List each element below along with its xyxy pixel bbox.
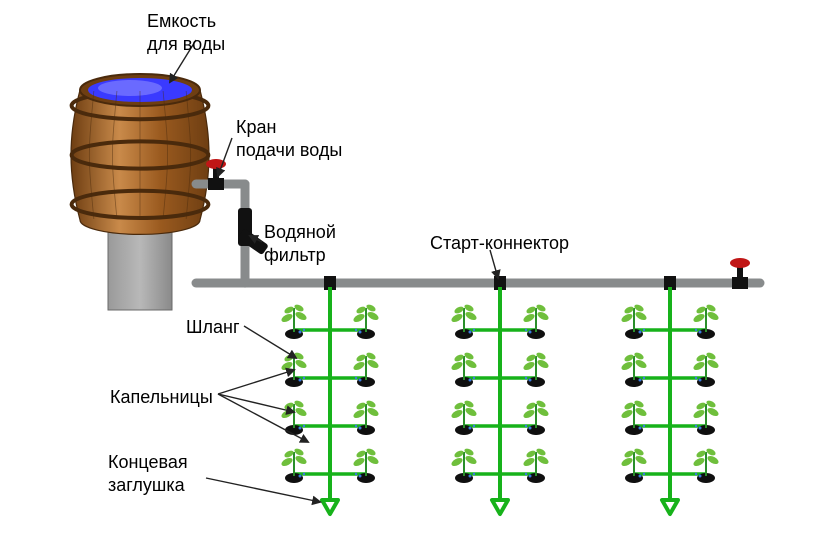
end-cap-icon bbox=[322, 500, 338, 514]
plant-icon bbox=[692, 303, 720, 332]
leader-line bbox=[206, 478, 320, 502]
label-valve: Кран подачи воды bbox=[236, 116, 342, 161]
leader-line bbox=[218, 394, 294, 412]
supply-valve-body bbox=[208, 178, 224, 190]
leader-line bbox=[218, 138, 232, 176]
water-highlight bbox=[98, 80, 162, 96]
plant-icon bbox=[620, 303, 648, 332]
plant-icon bbox=[280, 447, 308, 476]
plant-icon bbox=[450, 303, 478, 332]
label-tank: Емкость для воды bbox=[147, 10, 225, 55]
plant-icon bbox=[692, 399, 720, 428]
end-valve-body bbox=[732, 277, 748, 289]
label-filter: Водяной фильтр bbox=[264, 221, 336, 266]
end-cap-icon bbox=[492, 500, 508, 514]
plant-icon bbox=[522, 351, 550, 380]
plant-icon bbox=[620, 447, 648, 476]
plant-icon bbox=[620, 351, 648, 380]
label-hose: Шланг bbox=[186, 316, 240, 339]
plant-icon bbox=[620, 399, 648, 428]
plant-icon bbox=[450, 351, 478, 380]
plant-icon bbox=[352, 351, 380, 380]
label-connector: Старт-коннектор bbox=[430, 232, 569, 255]
plant-icon bbox=[522, 303, 550, 332]
plant-icon bbox=[280, 351, 308, 380]
plant-icon bbox=[522, 447, 550, 476]
plant-icon bbox=[352, 447, 380, 476]
plant-icon bbox=[352, 399, 380, 428]
label-drippers: Капельницы bbox=[110, 386, 213, 409]
plant-icon bbox=[450, 447, 478, 476]
plant-icon bbox=[280, 303, 308, 332]
label-endcap: Концевая заглушка bbox=[108, 451, 188, 496]
leader-line bbox=[218, 370, 294, 394]
diagram-stage: Емкость для воды Кран подачи воды Водяно… bbox=[0, 0, 814, 533]
plant-icon bbox=[352, 303, 380, 332]
plant-icon bbox=[522, 399, 550, 428]
tank-stand bbox=[108, 222, 172, 310]
plant-icon bbox=[280, 399, 308, 428]
end-cap-icon bbox=[662, 500, 678, 514]
plant-icon bbox=[450, 399, 478, 428]
plant-icon bbox=[692, 447, 720, 476]
plant-icon bbox=[692, 351, 720, 380]
end-valve-handle bbox=[730, 258, 750, 268]
